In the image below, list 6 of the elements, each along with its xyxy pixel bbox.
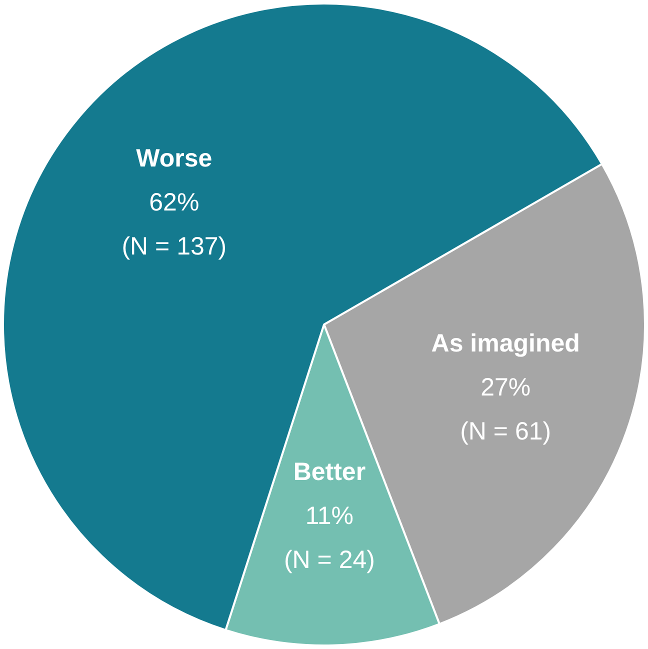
slice-label: As imagined bbox=[431, 330, 580, 358]
slice-label: Better bbox=[293, 458, 366, 486]
data-label: 62% (N = 137) bbox=[122, 188, 227, 260]
data-label: 27% (N = 61) bbox=[460, 374, 552, 446]
slice-label: Worse bbox=[136, 144, 212, 172]
data-label: 11% (N = 24) bbox=[284, 502, 375, 574]
